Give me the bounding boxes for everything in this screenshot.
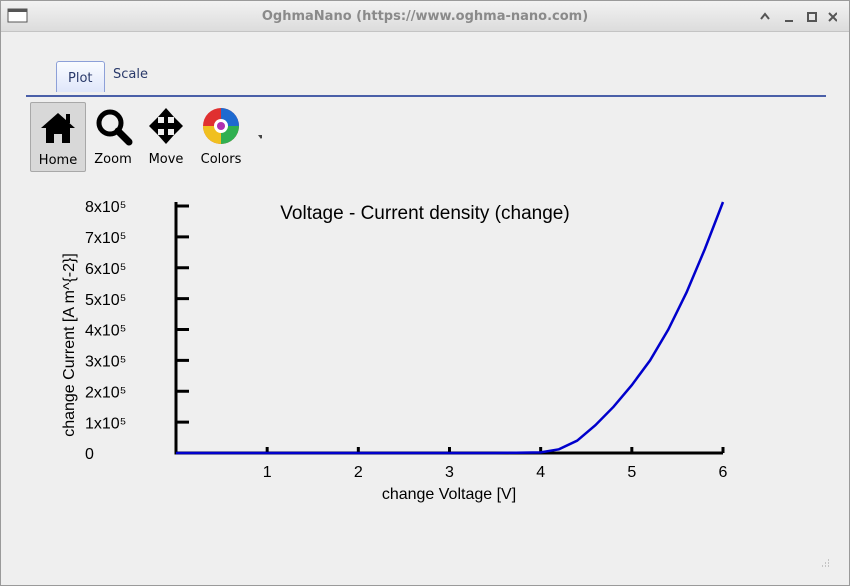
window-controls[interactable] bbox=[757, 9, 837, 25]
x-tick-label: 3 bbox=[445, 464, 454, 481]
x-axis-label: change Voltage [V] bbox=[382, 486, 516, 503]
y-tick-label: 3x10⁵ bbox=[85, 354, 126, 371]
zoom-icon bbox=[96, 109, 133, 146]
button-label: Colors bbox=[200, 152, 242, 167]
x-tick-label: 4 bbox=[536, 464, 545, 481]
colors-icon bbox=[203, 108, 262, 144]
colors-button[interactable]: Colors bbox=[194, 102, 262, 170]
y-tick-label: 5x10⁵ bbox=[85, 292, 126, 309]
y-tick-label: 7x10⁵ bbox=[85, 230, 126, 247]
y-tick-label: 6x10⁵ bbox=[85, 261, 126, 278]
x-tick-label: 6 bbox=[719, 464, 728, 481]
x-tick-label: 2 bbox=[354, 464, 363, 481]
x-tick-label: 1 bbox=[263, 464, 272, 481]
data-line bbox=[176, 201, 725, 455]
move-icon bbox=[149, 108, 183, 144]
y-tick-label: 4x10⁵ bbox=[85, 323, 126, 340]
y-tick-label: 2x10⁵ bbox=[85, 384, 126, 401]
y-tick-label: 8x10⁵ bbox=[85, 199, 126, 216]
home-icon bbox=[41, 113, 75, 143]
home-button[interactable]: Home bbox=[30, 102, 86, 172]
y-tick-label: 1x10⁵ bbox=[85, 415, 126, 432]
title-bar: OghmaNano (https://www.oghma-nano.com) bbox=[1, 1, 849, 32]
tab[interactable]: Scale bbox=[113, 67, 148, 82]
move-button[interactable]: Move bbox=[139, 102, 193, 170]
button-label: Move bbox=[148, 152, 184, 167]
y-tick-label: 0 bbox=[85, 446, 94, 463]
chart-title: Voltage - Current density (change) bbox=[280, 203, 569, 224]
x-tick-label: 5 bbox=[627, 464, 636, 481]
button-label: Zoom bbox=[94, 152, 132, 167]
button-label: Home bbox=[38, 153, 78, 168]
window-title: OghmaNano (https://www.oghma-nano.com) bbox=[261, 9, 589, 24]
tab[interactable]: Plot bbox=[56, 61, 105, 92]
window-icon bbox=[7, 8, 28, 23]
y-axis-label: change Current [A m^{-2}] bbox=[61, 253, 78, 437]
resize-grip[interactable] bbox=[822, 559, 829, 567]
tab-divider bbox=[26, 95, 826, 97]
zoom-button[interactable]: Zoom bbox=[86, 102, 140, 170]
